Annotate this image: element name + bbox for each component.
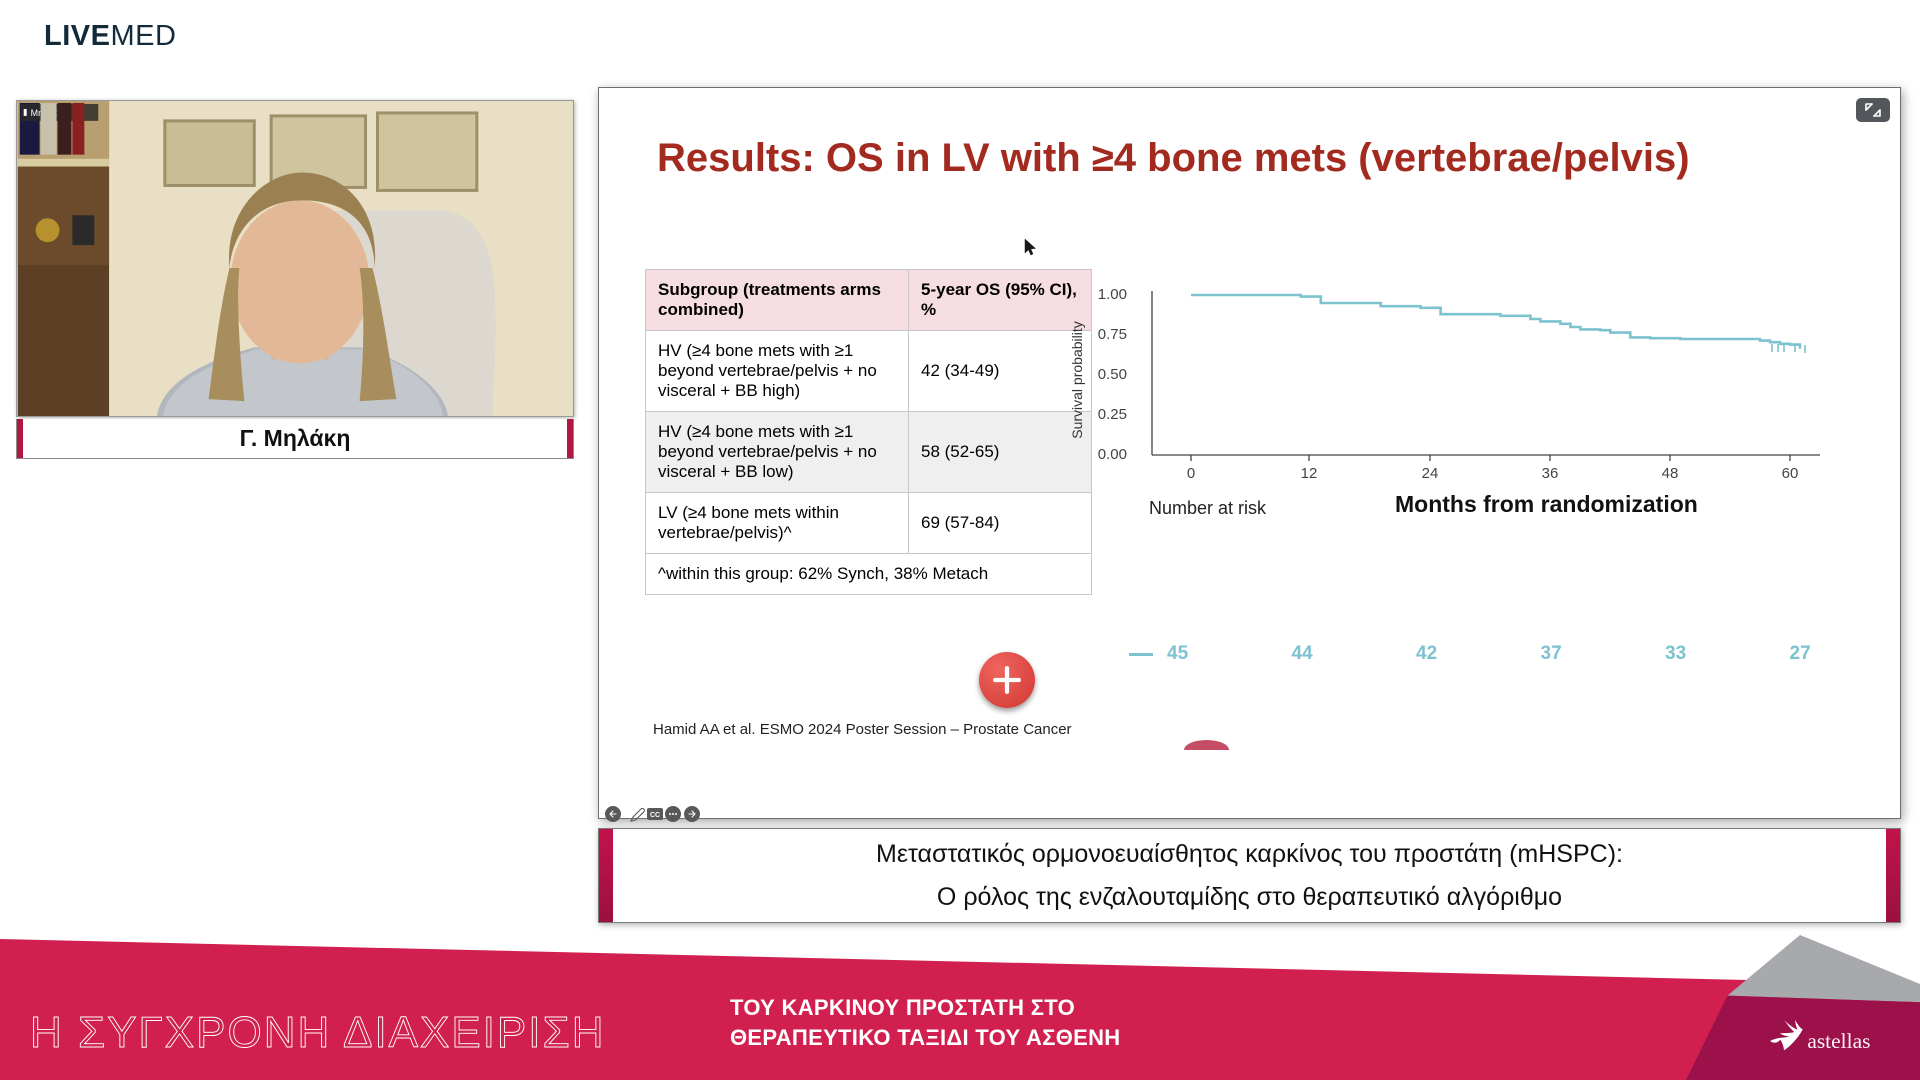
svg-text:0.50: 0.50 <box>1098 366 1127 383</box>
svg-text:48: 48 <box>1662 465 1679 482</box>
svg-text:0.25: 0.25 <box>1098 406 1127 423</box>
svg-text:1.00: 1.00 <box>1098 286 1127 303</box>
svg-text:0.75: 0.75 <box>1098 326 1127 343</box>
svg-text:0.00: 0.00 <box>1098 446 1127 463</box>
svg-text:CC: CC <box>650 812 660 819</box>
svg-text:12: 12 <box>1301 465 1318 482</box>
svg-text:astellas: astellas <box>1807 1029 1870 1053</box>
svg-text:36: 36 <box>1542 465 1559 482</box>
svg-text:60: 60 <box>1782 465 1799 482</box>
svg-text:0: 0 <box>1187 465 1195 482</box>
svg-text:24: 24 <box>1422 465 1439 482</box>
